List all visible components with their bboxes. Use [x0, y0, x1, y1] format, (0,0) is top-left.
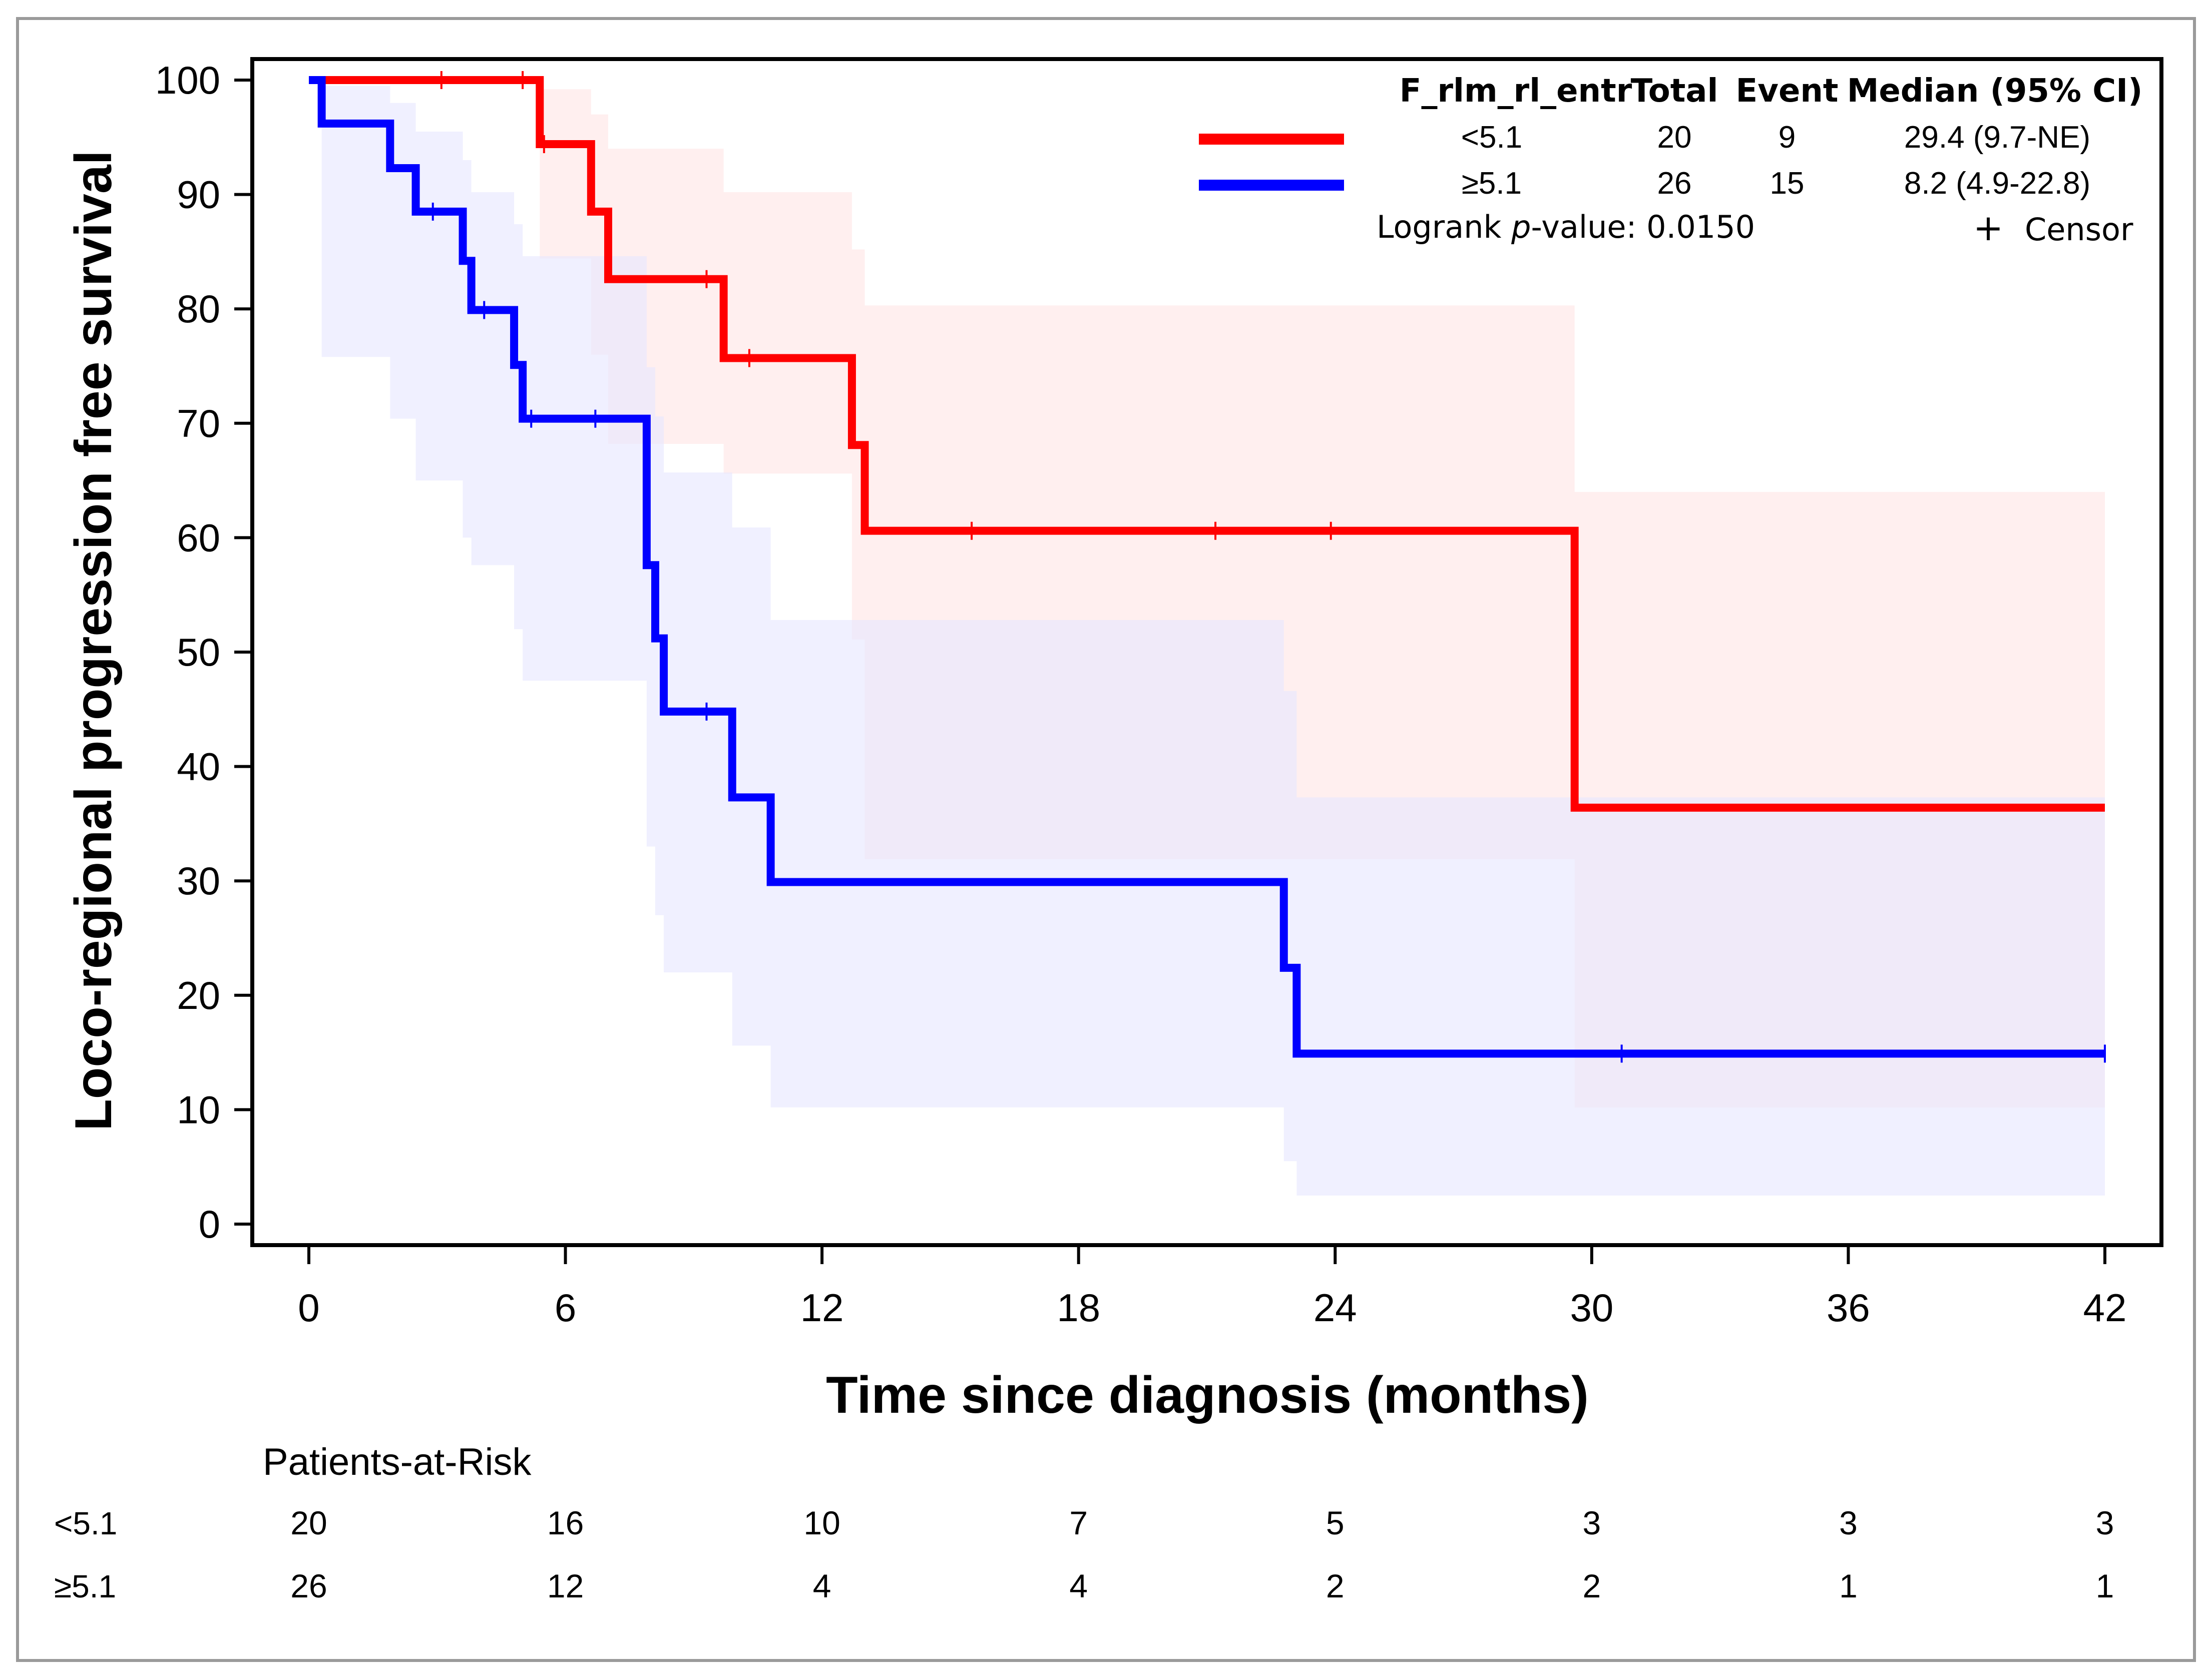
at-risk-count-high: 1 [2096, 1567, 2114, 1604]
y-axis: 0 10 20 30 40 50 60 70 80 90 100 [155, 58, 252, 1246]
ci-band-high [309, 80, 2105, 1196]
legend: F_rlm_rl_entr Total Event Median (95% CI… [1199, 73, 2142, 249]
y-tick-label: 30 [177, 859, 220, 903]
legend-header-total: Total [1631, 73, 1718, 110]
at-risk-count-high: 12 [547, 1567, 584, 1604]
y-tick-label: 20 [177, 973, 220, 1017]
at-risk-count-low: 5 [1326, 1504, 1345, 1541]
y-tick-label: 70 [177, 401, 220, 445]
at-risk-group-low: <5.1 [54, 1505, 117, 1541]
x-tick-label: 30 [1570, 1286, 1613, 1330]
survival-curves [309, 71, 2106, 1063]
logrank-p: p [1511, 209, 1531, 245]
at-risk-title: Patients-at-Risk [263, 1441, 532, 1483]
censor-legend-label: Censor [2025, 211, 2133, 248]
legend-header-event: Event [1736, 73, 1839, 110]
figure-frame [16, 17, 2196, 1662]
logrank-label: Logrank [1377, 209, 1502, 245]
x-tick-label: 12 [800, 1286, 844, 1330]
at-risk-count-low: 7 [1069, 1504, 1088, 1541]
x-tick-label: 18 [1057, 1286, 1100, 1330]
x-axis: 0 6 12 18 24 30 36 42 [298, 1245, 2126, 1330]
at-risk-count-low: 3 [1839, 1504, 1858, 1541]
at-risk-count-high: 2 [1582, 1567, 1601, 1604]
legend-event-low: 9 [1779, 120, 1796, 155]
y-tick-label: 100 [155, 58, 220, 102]
legend-median-low: 29.4 (9.7-NE) [1904, 120, 2090, 155]
y-tick-label: 90 [177, 173, 220, 217]
censor-legend-symbol: + [1973, 207, 2003, 249]
survival-curve-high [309, 76, 2105, 1058]
legend-header-median: Median (95% CI) [1847, 73, 2143, 110]
y-axis-label: Loco-regional progression free survival [65, 150, 123, 1131]
at-risk-count-high: 2 [1326, 1567, 1345, 1604]
at-risk-count-low: 10 [803, 1504, 840, 1541]
x-tick-label: 36 [1827, 1286, 1870, 1330]
x-tick-label: 24 [1313, 1286, 1357, 1330]
at-risk-count-low: 20 [290, 1504, 327, 1541]
at-risk-count-low: 3 [1582, 1504, 1601, 1541]
at-risk-count-low: 3 [2096, 1504, 2114, 1541]
y-tick-label: 0 [199, 1202, 220, 1246]
at-risk-count-high: 4 [1069, 1567, 1088, 1604]
y-tick-label: 80 [177, 287, 220, 331]
legend-header-variable: F_rlm_rl_entr [1400, 73, 1632, 110]
y-tick-label: 50 [177, 630, 220, 674]
survival-curve-low [309, 76, 2105, 812]
x-tick-label: 0 [298, 1286, 319, 1330]
logrank-value: -value: 0.0150 [1531, 209, 1755, 245]
at-risk-group-high: ≥5.1 [54, 1568, 116, 1604]
y-tick-label: 60 [177, 515, 220, 559]
logrank-text: Logrank p-value: 0.0150 [1377, 209, 1755, 245]
ci-bands [309, 80, 2105, 1196]
x-tick-label: 6 [555, 1286, 576, 1330]
legend-median-high: 8.2 (4.9-22.8) [1904, 166, 2090, 201]
legend-total-low: 20 [1657, 120, 1692, 155]
legend-group-low: <5.1 [1461, 120, 1522, 155]
at-risk-count-high: 4 [813, 1567, 831, 1604]
at-risk-count-high: 1 [1839, 1567, 1858, 1604]
patients-at-risk-table: Patients-at-Risk <5.1 ≥5.1 20 16 10 7 5 3 3 3 26… [54, 1441, 2114, 1604]
at-risk-count-high: 26 [290, 1567, 327, 1604]
x-tick-label: 42 [2083, 1286, 2127, 1330]
legend-event-high: 15 [1770, 166, 1805, 201]
legend-total-high: 26 [1657, 166, 1692, 201]
legend-group-high: ≥5.1 [1462, 166, 1522, 201]
y-tick-label: 10 [177, 1087, 220, 1132]
x-axis-label: Time since diagnosis (months) [826, 1366, 1589, 1424]
y-tick-label: 40 [177, 745, 220, 789]
at-risk-count-low: 16 [547, 1504, 584, 1541]
